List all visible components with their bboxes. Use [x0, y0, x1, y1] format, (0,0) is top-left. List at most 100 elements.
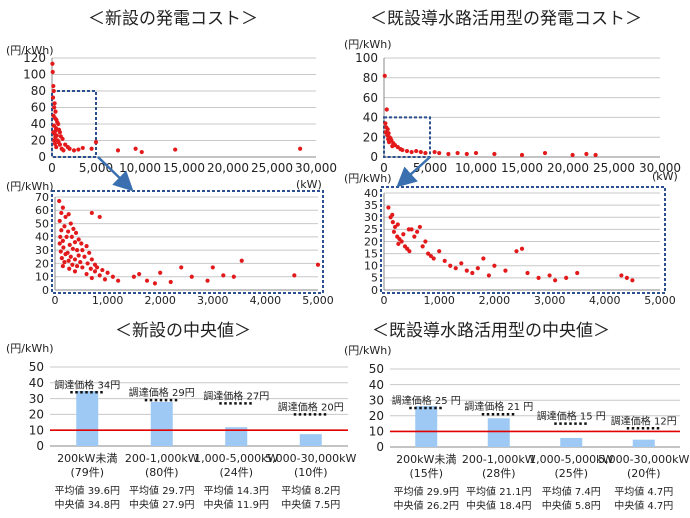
data-point: [231, 274, 236, 279]
x-tick-label: 4,000: [589, 294, 621, 307]
existing-cost-title: ＜既設導水路活用型の発電コスト＞: [370, 9, 642, 29]
data-point: [133, 146, 138, 151]
data-point: [64, 234, 69, 239]
data-point: [519, 152, 525, 158]
median-bar: [299, 434, 322, 446]
data-point: [84, 244, 89, 249]
x-tick-label: 1,000: [92, 294, 124, 307]
data-point: [50, 69, 55, 75]
procurement-price-label: 調達価格 21 円: [464, 400, 533, 413]
data-point: [630, 278, 635, 283]
median-label: 中央値 5.8円: [542, 499, 601, 512]
x-tick-label: 30,000: [639, 161, 681, 175]
y-tick-label: 60: [35, 204, 49, 217]
data-point: [61, 245, 66, 250]
data-point: [54, 145, 59, 150]
data-point: [179, 265, 184, 270]
data-point: [74, 248, 80, 253]
data-point: [386, 140, 392, 145]
data-point: [66, 258, 71, 263]
data-point: [475, 266, 480, 271]
xlabel-new-zoom: (kW): [296, 178, 322, 191]
median-label: 中央値 4.7円: [614, 499, 673, 512]
x-tick-label: 25,000: [251, 161, 293, 175]
y-tick-label: 60: [363, 91, 378, 105]
data-point: [76, 253, 81, 258]
data-point: [80, 145, 85, 151]
y-tick-label: 35: [364, 199, 378, 212]
data-point: [404, 148, 410, 154]
data-point: [420, 244, 425, 249]
y-tick-label: 50: [35, 217, 49, 230]
data-point: [396, 241, 401, 247]
data-point: [67, 146, 72, 151]
data-point: [168, 279, 173, 285]
average-label: 平均値 21.1円: [466, 485, 531, 498]
count-label: (15件): [409, 467, 443, 480]
data-point: [417, 224, 422, 230]
data-point: [390, 212, 395, 217]
procurement-price-label: 調達価格 25 円: [392, 394, 461, 407]
y-tick-label: 0: [36, 439, 44, 453]
data-point: [84, 271, 89, 277]
zoom-arrow-new: [97, 156, 134, 192]
data-point: [624, 275, 629, 280]
count-label: (20件): [627, 467, 661, 480]
data-point: [56, 121, 61, 127]
median-bar: [225, 427, 248, 446]
data-point: [115, 148, 121, 153]
zoom-panel-frame: [51, 190, 324, 294]
data-point: [71, 226, 76, 231]
category-label: 1,000-5,000kW: [194, 452, 278, 465]
data-point: [152, 281, 158, 286]
data-point: [88, 266, 93, 271]
data-point: [116, 278, 121, 283]
data-point: [503, 268, 508, 273]
data-point: [94, 265, 100, 270]
data-point: [390, 144, 395, 149]
count-label: (24件): [219, 466, 253, 479]
data-point: [570, 152, 575, 158]
procurement-price-label: 調達価格 15 円: [537, 410, 606, 423]
data-point: [395, 222, 400, 227]
data-point: [392, 224, 398, 230]
data-point: [82, 254, 87, 259]
data-point: [553, 278, 558, 283]
x-tick-label: 20,000: [207, 161, 249, 175]
data-point: [415, 229, 420, 234]
existing-median-title: ＜既設導水路活用型の中央値＞: [372, 321, 610, 341]
y-tick-label: 15: [364, 247, 378, 260]
y-tick-label: 20: [364, 235, 378, 248]
y-tick-label: 20: [31, 134, 46, 148]
data-point: [60, 263, 65, 269]
ylabel-new-median: (円/kWh): [6, 342, 54, 355]
data-point: [110, 274, 115, 279]
data-point: [406, 227, 411, 232]
data-point: [189, 274, 194, 279]
data-point: [536, 275, 541, 280]
data-point: [63, 252, 68, 257]
median-bar: [415, 406, 438, 447]
median-label: 中央値 27.9円: [129, 498, 194, 511]
data-point: [446, 151, 451, 157]
y-tick-label: 10: [369, 425, 384, 439]
y-tick-label: 100: [23, 68, 46, 82]
category-label: 200kW未満: [57, 452, 117, 465]
data-point: [73, 230, 79, 235]
x-tick-label: 20,000: [547, 161, 589, 175]
data-point: [144, 278, 150, 283]
y-tick-label: 20: [35, 257, 49, 270]
data-point: [50, 95, 56, 100]
data-point: [401, 232, 406, 237]
data-point: [455, 150, 460, 156]
data-point: [400, 147, 405, 153]
zoom-region-box: [383, 116, 431, 158]
data-point: [62, 224, 67, 229]
category-label: 200-1,000kW: [125, 452, 199, 465]
data-point: [72, 240, 78, 245]
data-point: [58, 249, 63, 254]
data-point: [87, 250, 92, 255]
data-point: [239, 258, 244, 263]
